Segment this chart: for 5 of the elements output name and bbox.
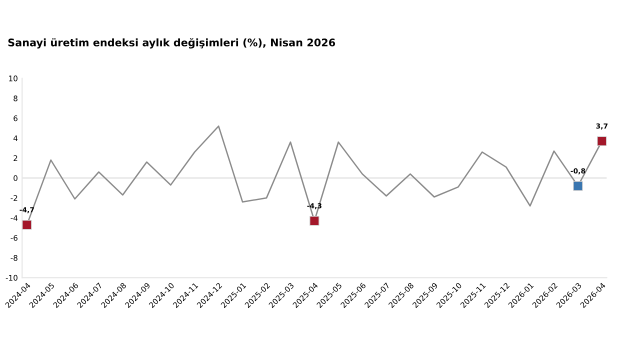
point	[573, 181, 583, 191]
point	[597, 136, 607, 146]
point	[310, 216, 320, 226]
chart-title: Sanayi üretim endeksi aylık değişimleri (%), Nisan 2026	[8, 38, 336, 49]
point	[22, 220, 32, 230]
